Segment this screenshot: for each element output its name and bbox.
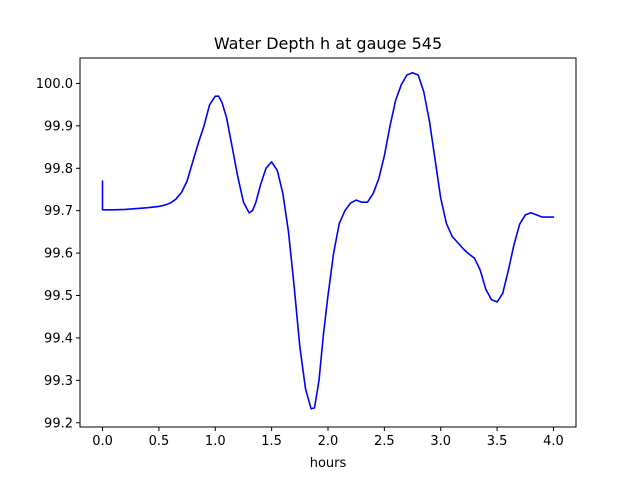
x-tick-label: 0.5 [149,434,170,449]
y-tick-label: 99.8 [44,162,73,177]
x-axis-title: hours [310,456,347,471]
x-tick-label: 2.0 [318,434,339,449]
y-tick-label: 99.2 [44,416,73,431]
chart-title: Water Depth h at gauge 545 [214,34,442,53]
x-tick-label: 1.5 [261,434,282,449]
series-line [101,72,555,410]
plot-layer [101,72,555,410]
y-tick-label: 99.6 [44,247,73,262]
y-tick-label: 99.9 [44,119,73,134]
plot-frame [79,57,577,428]
y-tick-label: 99.4 [44,331,73,346]
y-axis: 99.2 99.3 99.4 99.5 99.6 99.7 99.8 99.9 100.0 [36,77,80,431]
x-tick-label: 4.0 [543,434,564,449]
y-tick-label: 99.7 [44,204,73,219]
x-tick-label: 0.0 [92,434,113,449]
y-tick-label: 99.3 [44,374,73,389]
x-tick-label: 1.0 [205,434,226,449]
x-axis: 0.0 0.5 1.0 1.5 2.0 2.5 3.0 3.5 4.0 [92,427,564,449]
x-tick-label: 3.0 [430,434,451,449]
x-tick-label: 2.5 [374,434,395,449]
x-tick-label: 3.5 [487,434,508,449]
y-tick-label: 99.5 [44,289,73,304]
y-tick-label: 100.0 [36,77,73,92]
